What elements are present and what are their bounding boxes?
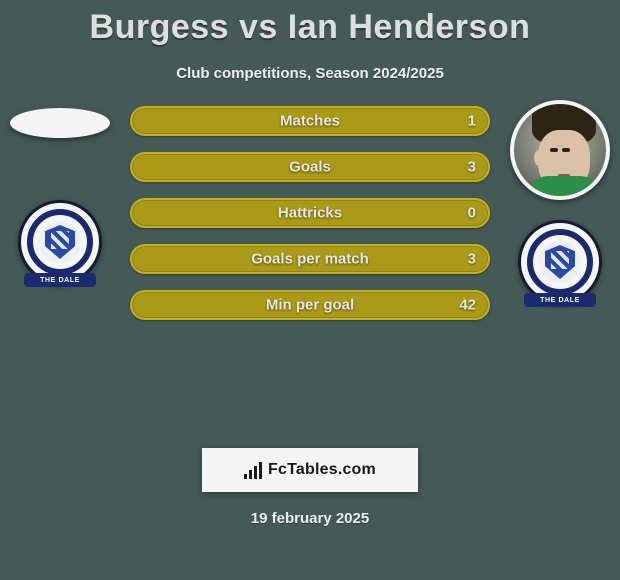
stat-bars: Matches 1 Goals 3 Hattricks 0 Goals per … xyxy=(130,106,490,320)
stat-label: Hattricks xyxy=(278,205,342,222)
attribution-suffix: .com xyxy=(338,461,376,478)
right-player-portrait xyxy=(510,100,610,200)
stat-label: Goals xyxy=(289,159,331,176)
stat-bar: Hattricks 0 xyxy=(130,198,490,228)
page-subtitle: Club competitions, Season 2024/2025 xyxy=(0,65,620,82)
stat-bar: Min per goal 42 xyxy=(130,290,490,320)
attribution-brand: FcTables xyxy=(268,461,338,478)
stat-value-right: 0 xyxy=(468,205,476,222)
barchart-icon xyxy=(244,461,262,479)
generation-date: 19 february 2025 xyxy=(0,510,620,527)
attribution-text: FcTables.com xyxy=(268,461,376,479)
attribution-box: FcTables.com xyxy=(202,448,418,492)
stat-bar: Matches 1 xyxy=(130,106,490,136)
stat-value-right: 42 xyxy=(459,297,476,314)
stat-label: Goals per match xyxy=(251,251,369,268)
stat-bar: Goals 3 xyxy=(130,152,490,182)
right-player-stack: THE DALE xyxy=(500,100,620,304)
stat-label: Min per goal xyxy=(266,297,354,314)
stat-value-right: 3 xyxy=(468,159,476,176)
left-club-banner: THE DALE xyxy=(40,277,80,284)
left-player-stack: THE DALE xyxy=(0,100,120,284)
left-player-portrait xyxy=(10,108,110,138)
stat-bar: Goals per match 3 xyxy=(130,244,490,274)
left-club-logo: THE DALE xyxy=(18,200,102,284)
stat-value-right: 1 xyxy=(468,113,476,130)
right-club-logo: THE DALE xyxy=(518,220,602,304)
stat-value-right: 3 xyxy=(468,251,476,268)
stat-label: Matches xyxy=(280,113,340,130)
right-club-banner: THE DALE xyxy=(540,297,580,304)
page-title: Burgess vs Ian Henderson xyxy=(0,0,620,47)
comparison-stage: THE DALE THE DALE Matches 1 Goals xyxy=(0,100,620,440)
